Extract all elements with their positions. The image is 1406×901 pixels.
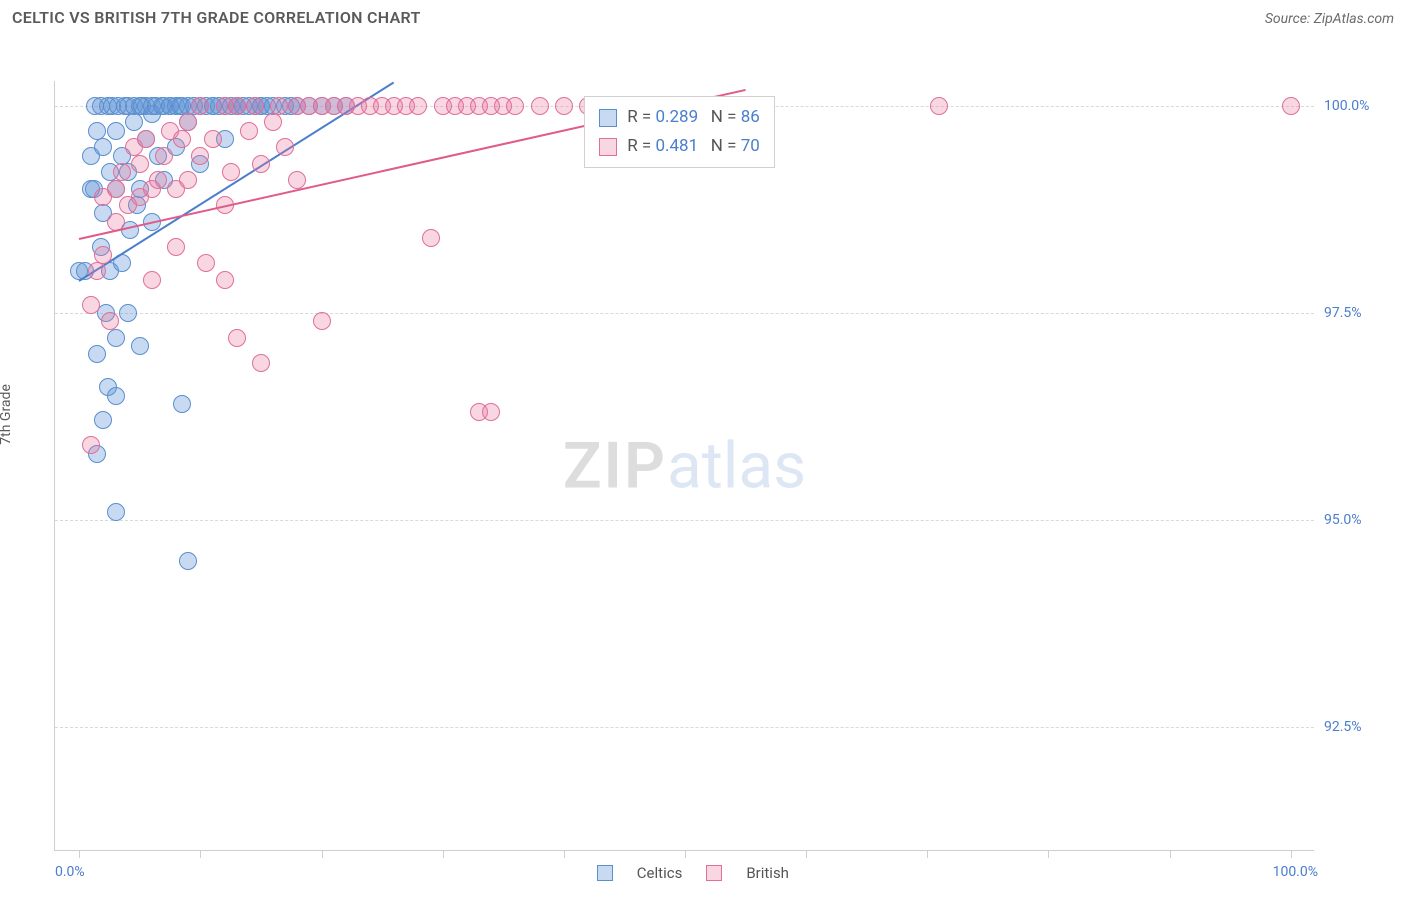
- data-point: [107, 329, 125, 347]
- data-point: [173, 395, 191, 413]
- data-point: [252, 354, 270, 372]
- legend-swatch: [597, 865, 613, 881]
- data-point: [113, 163, 131, 181]
- data-point: [107, 122, 125, 140]
- data-point: [179, 171, 197, 189]
- x-tick: [806, 850, 807, 858]
- data-point: [101, 312, 119, 330]
- data-point: [197, 254, 215, 272]
- data-point: [191, 97, 209, 115]
- data-point: [173, 130, 191, 148]
- y-axis-label: 7th Grade: [0, 384, 14, 445]
- x-axis-max-label: 100.0%: [1273, 864, 1318, 880]
- x-tick: [1170, 850, 1171, 858]
- y-tick-label: 95.0%: [1324, 512, 1384, 528]
- data-point: [179, 552, 197, 570]
- data-point: [246, 97, 264, 115]
- plot-region: ZIPatlas 92.5%95.0%97.5%100.0%0.0%100.0%…: [54, 81, 1314, 851]
- data-point: [930, 97, 948, 115]
- data-point: [313, 312, 331, 330]
- data-point: [131, 337, 149, 355]
- data-point: [137, 130, 155, 148]
- legend-label: British: [746, 864, 789, 882]
- y-tick-label: 97.5%: [1324, 305, 1384, 321]
- data-point: [191, 147, 209, 165]
- x-tick: [1291, 850, 1292, 858]
- data-point: [222, 163, 240, 181]
- data-point: [82, 436, 100, 454]
- data-point: [555, 97, 573, 115]
- stats-row: R = 0.289 N = 86: [599, 103, 760, 132]
- x-tick: [1048, 850, 1049, 858]
- legend-swatch: [706, 865, 722, 881]
- data-point: [107, 503, 125, 521]
- data-point: [531, 97, 549, 115]
- bottom-legend: Celtics British: [597, 864, 789, 882]
- data-point: [252, 155, 270, 173]
- chart-title: CELTIC VS BRITISH 7TH GRADE CORRELATION …: [12, 8, 421, 27]
- data-point: [149, 171, 167, 189]
- data-point: [88, 262, 106, 280]
- stats-legend: R = 0.289 N = 86R = 0.481 N = 70: [584, 96, 775, 168]
- legend-label: Celtics: [637, 864, 683, 882]
- x-axis-min-label: 0.0%: [55, 864, 85, 880]
- data-point: [1282, 97, 1300, 115]
- data-point: [155, 147, 173, 165]
- data-point: [409, 97, 427, 115]
- data-point: [125, 113, 143, 131]
- gridline: [55, 520, 1314, 521]
- legend-swatch: [599, 109, 617, 127]
- data-point: [94, 411, 112, 429]
- gridline: [55, 313, 1314, 314]
- data-point: [179, 113, 197, 131]
- chart-area: 7th Grade ZIPatlas 92.5%95.0%97.5%100.0%…: [12, 33, 1394, 901]
- x-tick: [443, 850, 444, 858]
- stats-row: R = 0.481 N = 70: [599, 132, 760, 161]
- data-point: [94, 246, 112, 264]
- data-point: [264, 113, 282, 131]
- stats-text: R = 0.289 N = 86: [627, 103, 760, 132]
- source-label: Source: ZipAtlas.com: [1265, 11, 1394, 27]
- y-tick-label: 100.0%: [1324, 98, 1384, 114]
- gridline: [55, 727, 1314, 728]
- data-point: [422, 229, 440, 247]
- x-tick: [927, 850, 928, 858]
- data-point: [131, 155, 149, 173]
- data-point: [88, 345, 106, 363]
- data-point: [228, 329, 246, 347]
- data-point: [107, 180, 125, 198]
- data-point: [216, 271, 234, 289]
- data-point: [88, 122, 106, 140]
- legend-swatch: [599, 138, 617, 156]
- x-tick: [564, 850, 565, 858]
- data-point: [82, 296, 100, 314]
- data-point: [240, 122, 258, 140]
- data-point: [270, 97, 288, 115]
- x-tick: [200, 850, 201, 858]
- data-point: [506, 97, 524, 115]
- x-tick: [685, 850, 686, 858]
- data-point: [119, 304, 137, 322]
- watermark: ZIPatlas: [563, 428, 806, 503]
- data-point: [143, 271, 161, 289]
- data-point: [228, 97, 246, 115]
- data-point: [94, 138, 112, 156]
- stats-text: R = 0.481 N = 70: [627, 132, 760, 161]
- data-point: [167, 238, 185, 256]
- x-tick: [322, 850, 323, 858]
- data-point: [482, 403, 500, 421]
- data-point: [276, 138, 294, 156]
- data-point: [204, 130, 222, 148]
- x-tick: [79, 850, 80, 858]
- data-point: [107, 387, 125, 405]
- y-tick-label: 92.5%: [1324, 719, 1384, 735]
